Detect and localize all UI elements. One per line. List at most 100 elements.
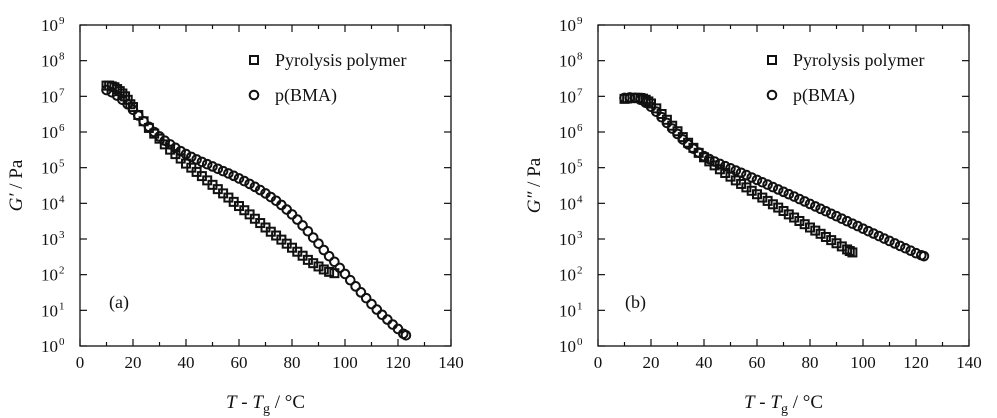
data-point-circle bbox=[175, 145, 186, 157]
y-tick-exponent: 2 bbox=[59, 265, 65, 277]
x-tick-label: 60 bbox=[749, 353, 766, 372]
legend-circle-marker bbox=[766, 89, 778, 101]
data-point-circle bbox=[313, 238, 324, 249]
x-tick-label: 40 bbox=[178, 353, 195, 372]
legend: Pyrolysis polymer p(BMA) bbox=[248, 50, 407, 106]
data-point-circle bbox=[207, 161, 218, 172]
data-point-circle bbox=[334, 262, 346, 274]
data-point-circle bbox=[307, 232, 319, 243]
y-tick-label: 10 bbox=[41, 266, 58, 285]
x-axis-title-var: T bbox=[744, 392, 756, 413]
data-point-circle bbox=[400, 329, 412, 341]
x-tick-label: 0 bbox=[76, 353, 85, 372]
legend-label: Pyrolysis polymer bbox=[793, 50, 925, 70]
data-point-square bbox=[159, 139, 170, 150]
data-point-circle bbox=[794, 193, 805, 205]
data-point-circle bbox=[884, 235, 895, 247]
data-point-circle bbox=[799, 196, 811, 207]
y-tick-exponent: 4 bbox=[577, 193, 583, 205]
x-axis-title: T - Tg / °C bbox=[226, 392, 305, 417]
y-tick-label: 10 bbox=[41, 230, 58, 249]
data-point-circle bbox=[212, 163, 224, 175]
data-point-circle bbox=[719, 160, 731, 172]
x-axis-title-sub: g bbox=[263, 402, 270, 417]
y-axis-title: G″ / Pa bbox=[524, 157, 545, 213]
y-tick-label: 10 bbox=[559, 301, 576, 320]
data-point-square bbox=[117, 88, 128, 99]
data-point-circle bbox=[772, 184, 784, 195]
data-point-circle bbox=[918, 250, 930, 262]
x-axis-title: T - Tg / °C bbox=[744, 392, 823, 417]
data-point-circle bbox=[196, 156, 208, 168]
data-point-square bbox=[324, 266, 335, 277]
y-axis-title-var: G′ bbox=[6, 193, 27, 212]
x-tick-label: 20 bbox=[643, 353, 660, 372]
legend: Pyrolysis polymer p(BMA) bbox=[766, 50, 925, 106]
legend-label: p(BMA) bbox=[275, 85, 337, 106]
x-tick-label: 140 bbox=[438, 353, 464, 372]
data-point-circle bbox=[186, 151, 197, 163]
y-tick-label: 10 bbox=[559, 230, 576, 249]
y-tick-exponent: 0 bbox=[59, 336, 65, 348]
data-point-circle bbox=[868, 228, 879, 239]
data-point-circle bbox=[323, 250, 335, 262]
y-tick-label: 10 bbox=[41, 123, 58, 142]
data-point-circle bbox=[629, 92, 641, 104]
data-point-circle bbox=[133, 110, 144, 121]
legend-label: p(BMA) bbox=[793, 85, 855, 106]
data-point-square bbox=[844, 246, 855, 257]
x-axis-title-sep: - bbox=[237, 392, 253, 413]
x-tick-label: 120 bbox=[903, 353, 929, 372]
data-point-circle bbox=[286, 209, 298, 220]
data-point-circle bbox=[815, 203, 826, 215]
y-tick-exponent: 3 bbox=[59, 229, 65, 241]
y-tick-exponent: 4 bbox=[59, 193, 65, 205]
data-point-circle bbox=[244, 178, 255, 190]
x-tick-label: 140 bbox=[956, 353, 982, 372]
x-tick-label: 80 bbox=[802, 353, 819, 372]
y-tick-label: 10 bbox=[559, 87, 576, 106]
y-tick-exponent: 6 bbox=[577, 122, 583, 134]
data-point-circle bbox=[239, 175, 250, 187]
data-point-circle bbox=[201, 158, 213, 170]
x-tick-label: 20 bbox=[125, 353, 142, 372]
data-point-circle bbox=[217, 165, 229, 177]
data-point-circle bbox=[635, 94, 646, 106]
y-tick-exponent: 6 bbox=[59, 122, 65, 134]
data-point-circle bbox=[339, 268, 351, 280]
y-tick-exponent: 2 bbox=[577, 265, 583, 277]
legend-circle-marker bbox=[248, 89, 260, 101]
x-axis-title-base: T bbox=[252, 392, 264, 413]
data-point-circle bbox=[751, 174, 763, 186]
data-point-circle bbox=[804, 198, 816, 210]
data-point-circle bbox=[730, 165, 742, 176]
data-point-circle bbox=[894, 240, 906, 252]
data-point-circle bbox=[767, 181, 779, 193]
y-tick-label: 10 bbox=[41, 337, 58, 356]
y-axis-title: G′ / Pa bbox=[6, 159, 27, 211]
data-point-circle bbox=[138, 115, 149, 127]
x-axis-title-base: T bbox=[770, 392, 782, 413]
data-point-circle bbox=[852, 220, 864, 232]
data-point-circle bbox=[831, 210, 842, 222]
data-point-circle bbox=[223, 168, 234, 179]
legend-label: Pyrolysis polymer bbox=[275, 50, 407, 70]
data-point-circle bbox=[825, 208, 837, 220]
x-axis-title-sep: - bbox=[755, 392, 771, 413]
y-tick-exponent: 5 bbox=[577, 158, 583, 170]
data-point-circle bbox=[698, 150, 710, 162]
data-point-circle bbox=[127, 104, 139, 116]
data-point-circle bbox=[778, 186, 789, 198]
data-point-circle bbox=[762, 179, 773, 190]
data-point-circle bbox=[143, 121, 155, 133]
data-point-circle bbox=[350, 281, 361, 292]
data-point-circle bbox=[905, 245, 917, 256]
y-tick-label: 10 bbox=[559, 337, 576, 356]
series-pbma bbox=[619, 92, 930, 262]
data-point-circle bbox=[847, 218, 858, 229]
data-point-circle bbox=[741, 169, 752, 181]
y-tick-exponent: 8 bbox=[59, 51, 65, 63]
plot-frame bbox=[79, 24, 452, 347]
data-point-circle bbox=[651, 106, 662, 118]
